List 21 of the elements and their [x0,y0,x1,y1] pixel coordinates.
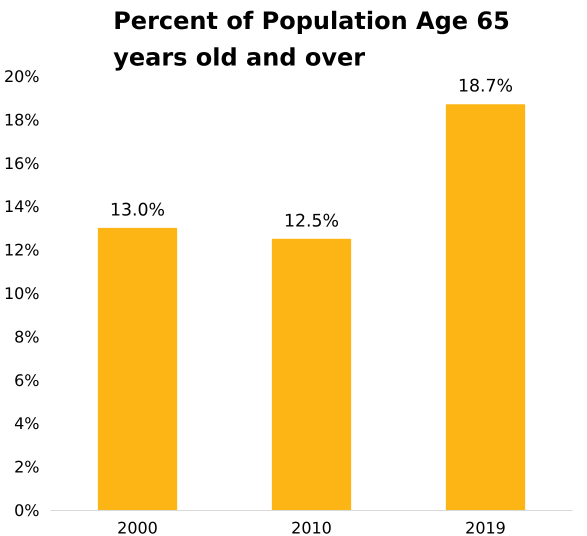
bar [98,228,178,510]
y-tick-label: 4% [14,414,40,434]
y-tick-label: 2% [14,458,40,477]
data-label: 13.0% [110,200,166,220]
bar [272,238,352,510]
y-tick-label: 8% [14,327,40,346]
x-tick-label: 2010 [291,518,332,536]
chart-title: Percent of Population Age 65 years old and over [113,7,510,72]
y-tick-label: 6% [14,370,40,390]
y-tick-label: 20% [4,67,40,86]
y-tick-label: 14% [4,197,40,216]
data-label: 12.5% [284,211,340,232]
x-tick-label: 2019 [465,518,506,536]
y-tick-label: 12% [4,240,40,260]
x-tick-label: 2000 [117,518,158,536]
data-label: 18.7% [458,76,514,97]
y-tick-label: 16% [4,154,40,173]
y-tick-label: 10% [4,284,40,303]
bar [446,104,526,510]
y-tick-label: 0% [14,501,40,520]
y-tick-label: 18% [4,110,40,130]
